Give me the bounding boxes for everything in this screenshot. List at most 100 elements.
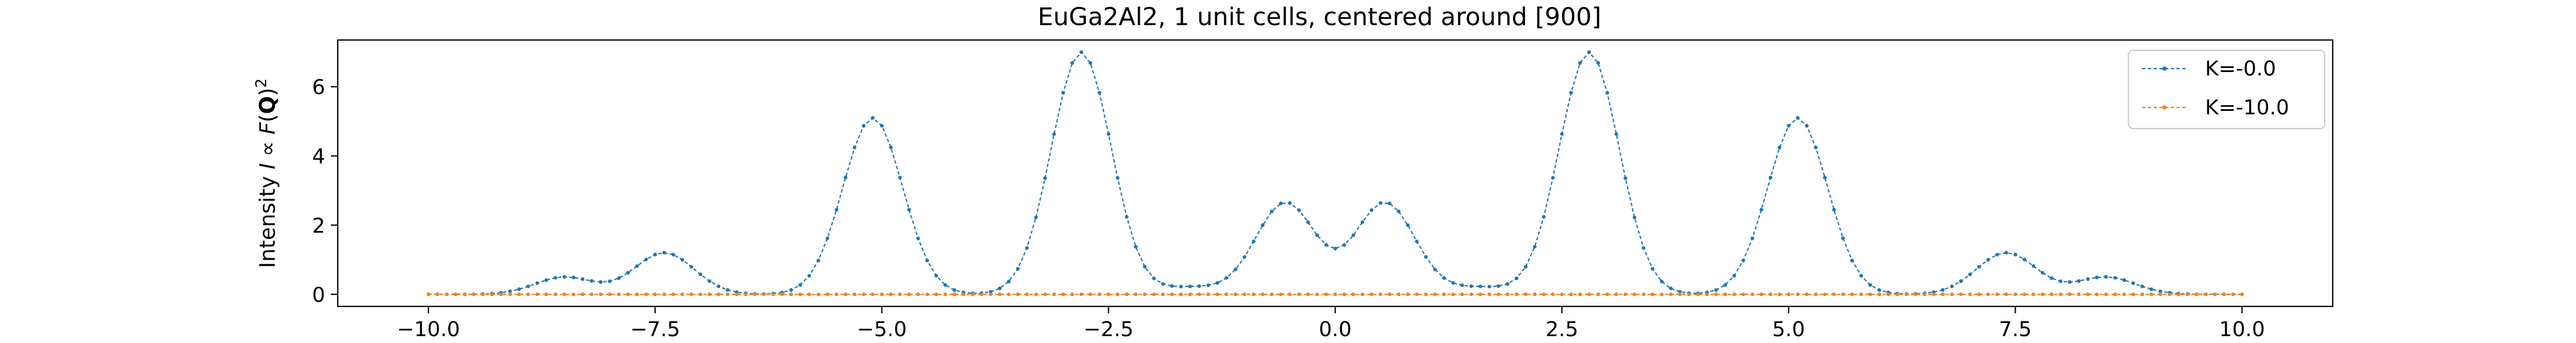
- data-point: [2040, 271, 2045, 275]
- data-point: [580, 292, 584, 296]
- data-point: [2040, 292, 2045, 296]
- data-point: [544, 292, 548, 296]
- data-point: [998, 286, 1002, 290]
- data-point: [726, 288, 730, 292]
- data-point: [989, 292, 993, 296]
- data-point: [1415, 292, 1419, 296]
- data-point: [562, 275, 567, 279]
- chart-title: EuGa2Al2, 1 unit cells, centered around …: [1038, 3, 1602, 31]
- data-point: [1759, 292, 1764, 296]
- data-point: [1070, 61, 1074, 65]
- data-point: [1986, 292, 1990, 296]
- data-point: [1732, 292, 1736, 296]
- data-point: [1352, 233, 1356, 237]
- data-point: [689, 265, 694, 269]
- data-point: [2150, 292, 2154, 296]
- x-tick-label: −2.5: [1084, 318, 1133, 341]
- data-point: [1143, 292, 1147, 296]
- data-point: [1315, 292, 1319, 296]
- data-point: [444, 292, 449, 296]
- data-point: [535, 281, 539, 285]
- data-point: [998, 292, 1002, 296]
- data-point: [1551, 292, 1555, 296]
- data-point: [1188, 284, 1192, 289]
- data-point: [526, 284, 530, 289]
- data-point: [961, 292, 966, 296]
- data-point: [2140, 284, 2144, 289]
- data-point: [825, 292, 829, 296]
- data-point: [835, 292, 839, 296]
- data-point: [1868, 283, 1872, 287]
- data-point: [1968, 292, 1972, 296]
- data-point: [889, 292, 893, 296]
- data-point: [2204, 292, 2208, 296]
- data-point: [1397, 292, 1401, 296]
- data-point: [1052, 132, 1056, 136]
- data-point: [1424, 292, 1428, 296]
- data-point: [1288, 201, 1292, 205]
- data-point: [2131, 292, 2135, 296]
- data-point: [1306, 292, 1310, 296]
- data-point: [1596, 61, 1601, 65]
- data-point: [1633, 216, 1637, 220]
- data-point: [1197, 292, 1202, 296]
- data-point: [1107, 292, 1111, 296]
- data-point: [517, 287, 521, 292]
- data-point: [943, 292, 947, 296]
- data-point: [1088, 61, 1093, 65]
- data-point: [2077, 279, 2081, 283]
- data-point: [1977, 292, 1981, 296]
- data-point: [1850, 292, 1854, 296]
- data-point: [662, 250, 666, 255]
- data-point: [2095, 292, 2099, 296]
- data-point: [1877, 288, 1882, 292]
- data-point: [1515, 292, 1519, 296]
- data-point: [1234, 292, 1238, 296]
- data-point: [1705, 292, 1709, 296]
- data-point: [1025, 292, 1029, 296]
- data-point: [436, 292, 440, 296]
- data-point: [1279, 201, 1283, 205]
- data-point: [2158, 292, 2163, 296]
- data-point: [862, 292, 866, 296]
- data-point: [635, 292, 639, 296]
- data-point: [1478, 284, 1483, 289]
- data-point: [1116, 292, 1120, 296]
- data-point: [644, 257, 648, 261]
- data-point: [1360, 220, 1365, 224]
- data-point: [880, 292, 884, 296]
- legend-label-k-0: K=-0.0: [2205, 57, 2276, 81]
- data-point: [1641, 246, 1646, 250]
- data-point: [1079, 292, 1084, 296]
- data-point: [1152, 292, 1156, 296]
- data-point: [1342, 243, 1346, 247]
- data-point: [2176, 292, 2180, 296]
- data-point: [934, 274, 938, 278]
- data-point: [517, 292, 521, 296]
- data-point: [1424, 255, 1428, 259]
- data-point: [1995, 292, 2000, 296]
- data-point: [1587, 292, 1591, 296]
- data-point: [1043, 176, 1047, 180]
- data-point: [1759, 208, 1764, 212]
- data-point: [1633, 292, 1637, 296]
- data-point: [1814, 145, 1818, 150]
- data-point: [1161, 282, 1165, 286]
- data-point: [1352, 292, 1356, 296]
- data-point: [1623, 176, 1627, 180]
- y-axis-label: Intensity I ∝ F(Q)2: [253, 78, 280, 268]
- data-point: [1043, 292, 1047, 296]
- data-point: [916, 292, 920, 296]
- data-point: [463, 292, 467, 296]
- axis-ticks: −10.0 −7.5 −5.0 −2.5 0.0 2.5 5.0 7.5 10.0 0 2 4 6: [312, 76, 2265, 341]
- data-point: [1297, 208, 1301, 212]
- data-point: [1787, 123, 1791, 128]
- data-point: [1061, 91, 1065, 95]
- data-point: [1143, 265, 1147, 269]
- data-point: [1487, 292, 1491, 296]
- data-point: [1660, 280, 1664, 284]
- x-tick-label: 5.0: [1772, 318, 1805, 341]
- data-point: [1415, 240, 1419, 244]
- data-point: [698, 272, 702, 277]
- data-point: [1206, 283, 1210, 288]
